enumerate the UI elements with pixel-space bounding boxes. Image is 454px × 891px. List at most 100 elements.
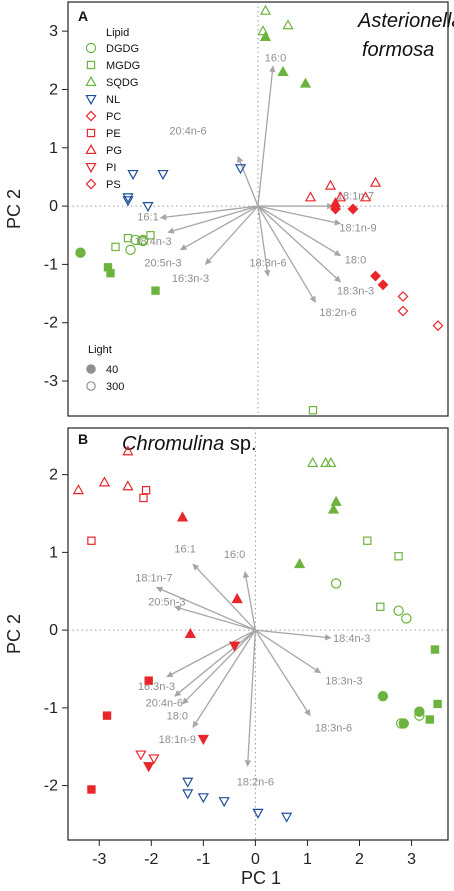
loading-vector-arrow: [254, 629, 311, 717]
y-tick-label: 0: [49, 198, 58, 215]
loading-vector-label: 20:5n-3: [148, 596, 185, 608]
data-point-pe: [144, 676, 153, 685]
panel-a-title-line-2: formosa: [362, 39, 434, 61]
y-tick-label: 2: [49, 467, 58, 484]
data-point-dgdg: [401, 613, 412, 624]
legend-label-pi: PI: [106, 162, 116, 174]
data-point-sqdg: [294, 557, 306, 569]
data-point-nl: [157, 169, 169, 181]
data-point-pc: [377, 279, 389, 291]
loading-vector-arrow: [257, 205, 342, 257]
legend-label-pc: PC: [106, 111, 121, 123]
data-point-pe: [141, 486, 151, 495]
loading-vector-label: 18:1n-9: [339, 223, 376, 235]
loading-vector-label: 18:0: [345, 255, 366, 267]
panel-a-title-line-1: Asterionella: [357, 10, 454, 32]
panel-b-y-axis-label: PC 2: [4, 614, 24, 654]
loading-vector-arrow: [205, 205, 259, 265]
light-legend-marker-40: [86, 364, 96, 374]
y-tick-label: -1: [44, 256, 58, 273]
data-point-dgdg: [414, 706, 425, 717]
data-point-mgdg: [363, 536, 372, 545]
data-point-nl: [197, 793, 209, 804]
data-point-sqdg: [327, 503, 340, 514]
data-point-mgdg: [433, 699, 442, 709]
loading-vector-label: 16:3n-3: [138, 681, 175, 693]
panel-b: B Chromulina sp. PC 2 PC 1 210-1-2 -3 -2-…: [4, 427, 449, 888]
panel-a: A Asterionella formosa PC 2 3 2 1 0 -1 -2 -3 1…: [4, 1, 454, 417]
loading-vector-label: 18:3n-3: [325, 676, 362, 688]
data-point-nl: [281, 812, 293, 823]
data-point-sqdg: [282, 19, 294, 30]
panel-a-y-axis-label: PC 2: [4, 189, 24, 229]
data-point-pg: [122, 480, 134, 491]
data-point-pc: [370, 270, 381, 282]
data-point-pg: [72, 484, 85, 495]
loading-vector-arrow: [244, 630, 257, 767]
y-tick-label: -2: [44, 315, 58, 332]
data-point-dgdg: [395, 718, 407, 729]
data-point-dgdg: [330, 578, 342, 589]
loading-vector-arrow: [182, 629, 256, 705]
loading-vector-label: 16:1: [174, 543, 195, 555]
light-legend-label-40: 40: [106, 364, 118, 376]
y-tick-label: -3: [44, 373, 58, 390]
data-point-pg: [359, 191, 372, 202]
loading-vector-label: 18:4n-3: [333, 633, 370, 645]
data-point-sqdg: [325, 456, 337, 468]
legend-label-dgdg: DGDG: [106, 43, 139, 55]
y-tick-label: -1: [44, 700, 58, 717]
legend-marker-mgdg: [86, 60, 96, 70]
data-point-dgdg: [393, 605, 404, 616]
panel-b-loading-vectors: 16:1 16:0 18:1n-7 20:5n-3 18:4n-3 18:3n-3 18:3…: [135, 543, 370, 788]
x-tick-label: 1: [303, 851, 312, 868]
panel-b-frame: [67, 427, 449, 841]
loading-vector-label: 18:3n-3: [337, 286, 374, 298]
light-legend-title: Light: [88, 344, 112, 356]
data-point-mgdg: [308, 405, 318, 415]
x-tick-label: -2: [144, 851, 158, 868]
x-tick-label: -3: [92, 851, 106, 868]
loading-vector-label: 18:1n-7: [135, 572, 172, 584]
loading-vector-arrow: [155, 586, 256, 631]
panel-b-title-genus: Chromulina: [122, 433, 224, 455]
loading-vector-arrow: [179, 205, 259, 251]
legend-label-nl: NL: [106, 94, 120, 106]
data-point-nl: [122, 193, 134, 204]
data-point-mgdg: [425, 715, 434, 724]
loading-vector-arrow: [192, 563, 256, 631]
y-tick-label: 0: [49, 622, 58, 639]
loading-vector-arrow: [255, 629, 322, 674]
data-point-pe: [87, 785, 96, 794]
loading-vector-arrow: [167, 205, 259, 234]
panel-b-title-sp: sp.: [224, 433, 256, 455]
data-point-pg: [304, 191, 317, 202]
data-point-nl: [127, 169, 139, 181]
data-point-pg: [122, 445, 134, 456]
data-point-mgdg: [106, 268, 115, 278]
data-point-pc: [347, 203, 359, 215]
panel-b-points: [72, 445, 442, 823]
panel-b-x-ticks: -3 -2 -1 0 1 2 3: [92, 840, 416, 868]
data-point-pc: [432, 320, 444, 332]
x-tick-label: 3: [407, 851, 416, 868]
loading-vector-label: 20:4n-6: [169, 125, 206, 137]
loading-vector-label: 16:0: [224, 549, 245, 561]
data-point-pg: [324, 179, 337, 190]
legend-label-sqdg: SQDG: [106, 77, 138, 89]
data-point-mgdg: [430, 645, 440, 654]
loading-vector-label: 18:2n-6: [319, 307, 356, 319]
loading-vector-label: 18:3n-6: [249, 258, 286, 270]
data-point-nl: [234, 164, 247, 175]
legend-label-pg: PG: [106, 145, 122, 157]
panel-a-loading-vectors: 16:020:4n-618:1n-718:1n-916:118:4n-320:5…: [134, 52, 376, 319]
data-point-pg: [98, 476, 111, 487]
loading-vector-label: 18:2n-6: [237, 777, 274, 789]
data-point-sqdg: [330, 495, 342, 506]
panel-a-y-ticks: 3 2 1 0 -1 -2 -3: [44, 23, 68, 390]
data-point-dgdg: [377, 690, 389, 702]
data-point-sqdg: [257, 25, 269, 36]
loading-vector-label: 16:1: [137, 212, 158, 224]
loading-vector-label: 20:5n-3: [144, 258, 181, 270]
